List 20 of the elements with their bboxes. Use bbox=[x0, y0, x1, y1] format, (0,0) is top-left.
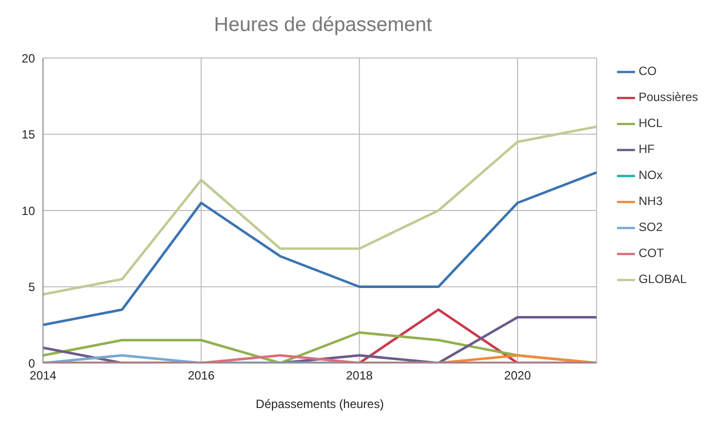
y-tick-label: 0 bbox=[28, 356, 36, 370]
legend-label: CO bbox=[638, 64, 657, 78]
x-tick-label: 2020 bbox=[504, 368, 532, 383]
legend-label: COT bbox=[638, 246, 664, 260]
legend-label: NOx bbox=[638, 168, 663, 182]
y-tick-label: 20 bbox=[22, 51, 36, 66]
x-tick-label: 2016 bbox=[188, 368, 215, 383]
legend-label: Poussières bbox=[638, 90, 698, 104]
y-tick-label: 10 bbox=[22, 204, 36, 218]
y-tick-label: 5 bbox=[28, 280, 36, 294]
legend-label: NH3 bbox=[638, 194, 663, 208]
legend-label: SO2 bbox=[638, 220, 663, 234]
legend-label: GLOBAL bbox=[638, 272, 687, 286]
y-tick-label: 15 bbox=[22, 128, 36, 142]
x-tick-label: 2018 bbox=[346, 368, 374, 383]
legend-label: HCL bbox=[638, 116, 663, 130]
chart-title: Heures de dépassement bbox=[213, 13, 433, 38]
x-axis-title: Dépassements (heures) bbox=[256, 397, 384, 411]
legend-label: HF bbox=[638, 142, 655, 156]
x-tick-label: 2014 bbox=[30, 368, 57, 383]
